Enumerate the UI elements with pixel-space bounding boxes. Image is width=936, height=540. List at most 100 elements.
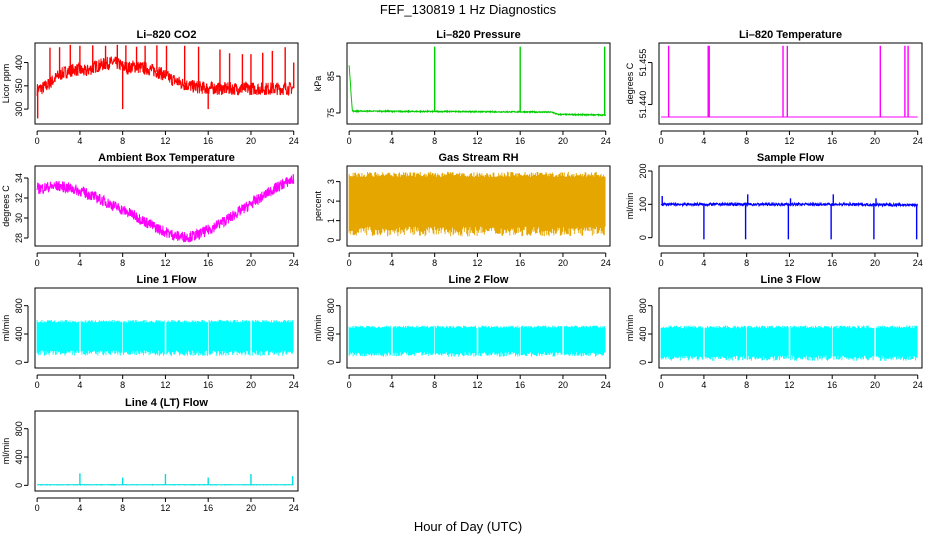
x-tick-label: 24: [601, 380, 611, 390]
panel-title: Li–820 CO2: [137, 29, 197, 41]
x-tick-label: 8: [432, 380, 437, 390]
plot-data: [348, 325, 606, 357]
y-tick-label: 51.440: [638, 91, 648, 119]
x-tick-label: 12: [784, 258, 794, 268]
plot-frame: [34, 165, 299, 247]
series-line: [660, 201, 919, 208]
plot-data: [36, 473, 294, 486]
y-axis-label: ml/min: [1, 315, 11, 342]
x-tick-label: 16: [203, 136, 213, 146]
series-line: [36, 174, 295, 243]
plot-frame: [34, 287, 299, 369]
x-tick-label: 12: [784, 136, 794, 146]
chart-panel-3: Li–820 Temperature 0 4 8 12 16 20 24 51.440 51.45…: [625, 29, 923, 146]
plot-frame: [34, 410, 299, 492]
x-tick-label: 20: [558, 258, 568, 268]
x-tick-label: 12: [160, 136, 170, 146]
y-tick-label: 85: [326, 71, 336, 81]
plot-data: [348, 46, 607, 117]
y-tick-label: 0: [14, 483, 24, 488]
x-tick-label: 16: [203, 258, 213, 268]
y-tick-label: 100: [638, 197, 648, 212]
panel-title: Line 1 Flow: [137, 274, 197, 286]
y-tick-label: 800: [638, 298, 648, 313]
y-tick-label: 34: [14, 173, 24, 183]
x-tick-label: 20: [246, 258, 256, 268]
y-tick-label: 400: [14, 55, 24, 70]
y-tick-label: 800: [14, 421, 24, 436]
x-tick-label: 16: [203, 503, 213, 513]
x-tick-label: 20: [246, 503, 256, 513]
x-tick-label: 24: [601, 136, 611, 146]
plot-frame: [346, 42, 611, 125]
panel-title: Gas Stream RH: [438, 152, 518, 164]
y-axis-label: ml/min: [1, 438, 11, 465]
x-tick-label: 12: [160, 258, 170, 268]
plot-data: [36, 319, 294, 356]
x-tick-label: 4: [77, 258, 82, 268]
x-tick-label: 4: [701, 258, 706, 268]
x-tick-label: 4: [77, 380, 82, 390]
series-band: [36, 319, 294, 356]
plot-frame: [658, 165, 923, 247]
y-tick-label: 0: [326, 238, 336, 243]
plot-frame: [346, 165, 611, 247]
series-line: [348, 65, 607, 117]
x-tick-label: 0: [35, 136, 40, 146]
y-tick-label: 51.455: [638, 49, 648, 77]
x-tick-label: 4: [77, 503, 82, 513]
figure-xlabel: Hour of Day (UTC): [414, 519, 522, 534]
panel-title: Line 4 (LT) Flow: [125, 397, 208, 409]
x-tick-label: 24: [913, 136, 923, 146]
y-tick-label: 400: [14, 327, 24, 342]
plot-data: [660, 325, 918, 361]
x-tick-label: 12: [160, 503, 170, 513]
x-tick-label: 20: [558, 136, 568, 146]
y-tick-label: 2: [326, 199, 336, 204]
x-tick-label: 24: [289, 380, 299, 390]
x-tick-label: 16: [827, 380, 837, 390]
x-tick-label: 4: [701, 136, 706, 146]
x-tick-label: 4: [389, 258, 394, 268]
panel-title: Ambient Box Temperature: [98, 152, 235, 164]
y-tick-label: 3: [326, 179, 336, 184]
y-tick-label: 0: [638, 235, 648, 240]
x-tick-label: 8: [432, 136, 437, 146]
x-tick-label: 0: [659, 136, 664, 146]
x-tick-label: 4: [701, 380, 706, 390]
plot-data: [348, 171, 606, 237]
x-tick-label: 12: [472, 258, 482, 268]
x-tick-label: 0: [35, 258, 40, 268]
y-tick-label: 28: [14, 233, 24, 243]
plot-frame: [658, 287, 923, 369]
x-tick-label: 0: [35, 503, 40, 513]
x-tick-label: 12: [472, 136, 482, 146]
x-tick-label: 16: [515, 380, 525, 390]
x-tick-label: 4: [77, 136, 82, 146]
plot-frame: [658, 42, 923, 125]
series-band: [348, 171, 606, 237]
y-tick-label: 350: [14, 78, 24, 93]
x-tick-label: 0: [659, 380, 664, 390]
x-tick-label: 20: [870, 380, 880, 390]
x-tick-label: 4: [389, 136, 394, 146]
x-tick-label: 0: [659, 258, 664, 268]
x-tick-label: 20: [246, 380, 256, 390]
x-tick-label: 8: [120, 503, 125, 513]
y-axis-label: degrees C: [625, 62, 635, 104]
x-tick-label: 0: [35, 380, 40, 390]
x-tick-label: 12: [472, 380, 482, 390]
plot-data: [36, 44, 295, 119]
panel-title: Li–820 Temperature: [739, 29, 842, 41]
y-tick-label: 0: [326, 360, 336, 365]
x-tick-label: 16: [203, 380, 213, 390]
plot-data: [661, 45, 918, 118]
y-tick-label: 200: [638, 163, 648, 178]
